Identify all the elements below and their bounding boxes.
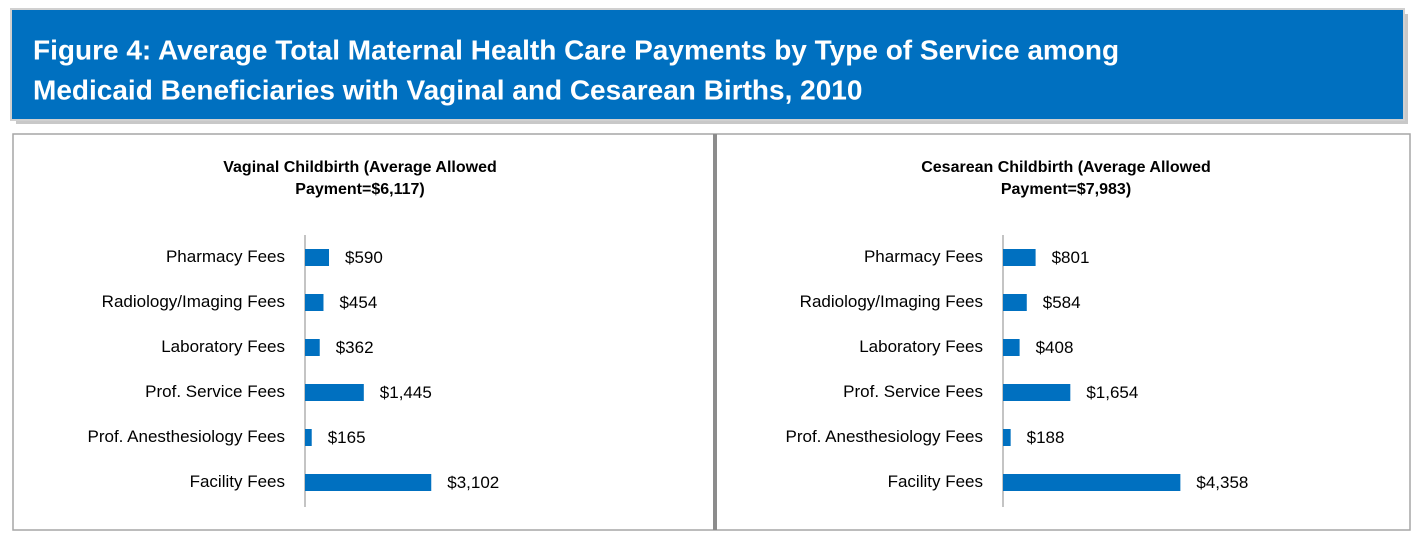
value-label: $801: [1052, 248, 1090, 267]
category-label: Prof. Service Fees: [145, 382, 285, 401]
chart-title: Payment=$7,983): [1001, 181, 1131, 198]
category-label: Prof. Anesthesiology Fees: [785, 427, 983, 446]
bar: [1003, 384, 1071, 401]
bar: [305, 249, 330, 266]
bar: [305, 339, 320, 356]
bar: [305, 294, 324, 311]
chart-title: Vaginal Childbirth (Average Allowed: [223, 159, 497, 176]
value-label: $165: [328, 428, 366, 447]
category-label: Radiology/Imaging Fees: [102, 292, 285, 311]
value-label: $1,445: [380, 383, 432, 402]
panel-border: [12, 133, 1411, 531]
category-label: Facility Fees: [888, 472, 983, 491]
value-label: $362: [336, 338, 374, 357]
category-label: Prof. Anesthesiology Fees: [87, 427, 285, 446]
bar: [305, 429, 312, 446]
category-label: Prof. Service Fees: [843, 382, 983, 401]
bar: [1003, 429, 1011, 446]
value-label: $454: [339, 293, 377, 312]
category-label: Laboratory Fees: [859, 337, 983, 356]
value-label: $1,654: [1086, 383, 1138, 402]
value-label: $590: [345, 248, 383, 267]
bar: [305, 384, 364, 401]
bar: [1003, 339, 1020, 356]
chart-title: Cesarean Childbirth (Average Allowed: [921, 159, 1211, 176]
value-label: $408: [1036, 338, 1074, 357]
chart-title: Payment=$6,117): [295, 181, 424, 198]
category-label: Pharmacy Fees: [864, 247, 983, 266]
bar: [1003, 294, 1027, 311]
bar: [1003, 249, 1036, 266]
category-label: Laboratory Fees: [161, 337, 285, 356]
bar: [305, 474, 432, 491]
header-title: Figure 4: Average Total Maternal Health …: [33, 34, 1119, 65]
header-title: Medicaid Beneficiaries with Vaginal and …: [33, 74, 862, 105]
value-label: $4,358: [1196, 473, 1248, 492]
value-label: $188: [1027, 428, 1065, 447]
value-label: $584: [1043, 293, 1081, 312]
category-label: Pharmacy Fees: [166, 247, 285, 266]
header-box: [10, 8, 1405, 121]
panel-divider: [713, 134, 717, 530]
category-label: Radiology/Imaging Fees: [800, 292, 983, 311]
value-label: $3,102: [447, 473, 499, 492]
bar: [1003, 474, 1181, 491]
category-label: Facility Fees: [190, 472, 285, 491]
